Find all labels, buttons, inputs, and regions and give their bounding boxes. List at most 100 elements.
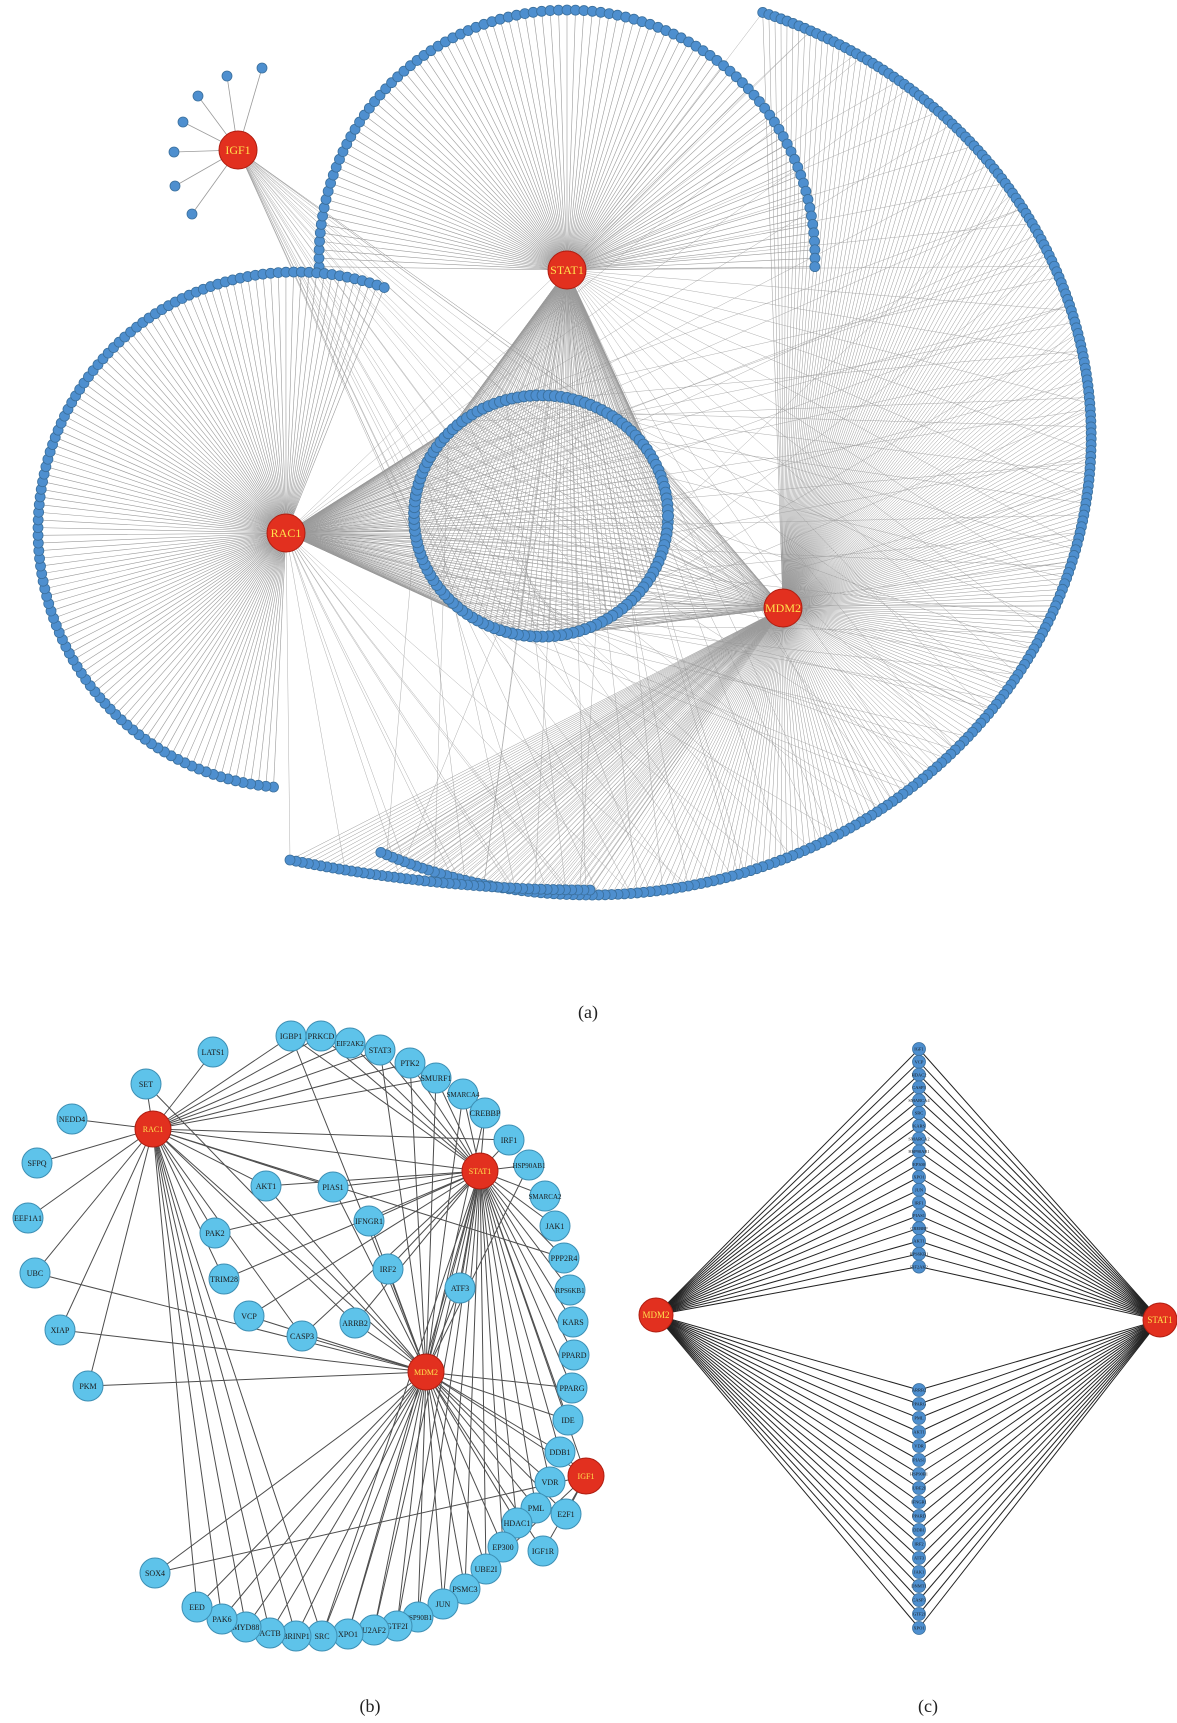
edge (649, 607, 784, 892)
edge (424, 564, 784, 609)
node-rps6kb1: RPS6KB1 (910, 1246, 928, 1261)
edge (94, 532, 287, 692)
edge (285, 419, 618, 534)
edge (782, 249, 1047, 609)
edge (363, 607, 784, 874)
edge (566, 33, 674, 271)
edge (782, 111, 939, 609)
edge (918, 1319, 1161, 1629)
node-circle (469, 1097, 501, 1129)
edge (99, 532, 287, 698)
edge (400, 607, 784, 879)
edge (44, 473, 287, 534)
edge (918, 1176, 1161, 1321)
edge (566, 37, 682, 271)
node-circle (554, 1274, 586, 1306)
edge (782, 607, 862, 822)
edge (248, 1170, 481, 1317)
edge (667, 515, 784, 609)
node-label: DDB1 (913, 1528, 925, 1533)
edge (479, 1170, 561, 1453)
edge (482, 208, 1023, 409)
edge (626, 604, 1056, 607)
edge (782, 607, 1031, 655)
node-hsp90b1: HSP90B1 (910, 1467, 928, 1481)
edge (626, 233, 1039, 428)
edge (566, 269, 574, 400)
edge (782, 607, 787, 858)
node-label: PSMC3 (452, 1585, 477, 1594)
edge (782, 409, 1091, 609)
edge (782, 213, 1027, 609)
edge (782, 44, 840, 609)
edge (541, 11, 568, 271)
edge (566, 257, 816, 271)
edge (782, 233, 1039, 609)
edge (168, 305, 287, 534)
edge (472, 607, 784, 618)
edge (148, 317, 287, 534)
node-label: U2AF2 (362, 1626, 386, 1635)
edge (505, 607, 784, 633)
node-circle (305, 1020, 337, 1052)
edge (918, 1319, 1161, 1615)
edge (237, 149, 434, 453)
edge (566, 101, 760, 271)
edge (918, 1112, 1161, 1321)
edge (285, 532, 914, 787)
node-akt1: AKT1 (912, 1425, 926, 1439)
edge (782, 462, 1091, 609)
edge (285, 532, 405, 862)
edge (152, 1128, 198, 1608)
edge (237, 149, 449, 434)
node-label: ACTB (259, 1629, 280, 1638)
edge (523, 277, 1060, 397)
edge (782, 107, 934, 609)
node-label: KARS (913, 1124, 926, 1129)
edge (445, 41, 568, 271)
edge (151, 532, 287, 744)
edge (452, 602, 548, 894)
edge (437, 45, 568, 271)
edge (782, 607, 1001, 700)
node-label: PIAS1 (322, 1183, 343, 1192)
edge (650, 454, 956, 751)
node-ifngr1: IFNGR1 (911, 1495, 927, 1509)
edge (285, 532, 647, 583)
node-label: GTF2I (913, 1612, 926, 1617)
edge (566, 269, 1063, 590)
node-label: IRF2 (914, 1542, 923, 1547)
edge (373, 1170, 481, 1631)
edge (414, 524, 883, 809)
edge (566, 269, 1084, 357)
node-circle (130, 1068, 162, 1100)
edge (39, 532, 287, 559)
edge (782, 607, 1019, 675)
node (378, 282, 390, 293)
edge (566, 15, 618, 271)
edge (152, 1128, 297, 1637)
edge (220, 532, 287, 777)
node (177, 116, 189, 128)
edge (566, 30, 811, 271)
edge (655, 1214, 920, 1316)
edge (237, 149, 591, 628)
edge (285, 396, 525, 534)
node-circle (444, 1272, 476, 1304)
edge (285, 409, 1091, 534)
edge (918, 1319, 1161, 1587)
edge (118, 342, 287, 534)
edge (414, 530, 784, 609)
hub-node (461, 1152, 499, 1190)
edge (782, 385, 1089, 609)
edge (782, 50, 852, 609)
edge (237, 149, 537, 396)
node-label: IRF1 (501, 1136, 517, 1145)
node-label: PTK2 (400, 1059, 419, 1068)
edge (285, 532, 437, 586)
node-label: SRC (915, 1111, 924, 1116)
edge (566, 166, 798, 271)
edge (347, 1371, 427, 1635)
edge (152, 1128, 323, 1637)
node-label: JAK1 (546, 1222, 565, 1231)
